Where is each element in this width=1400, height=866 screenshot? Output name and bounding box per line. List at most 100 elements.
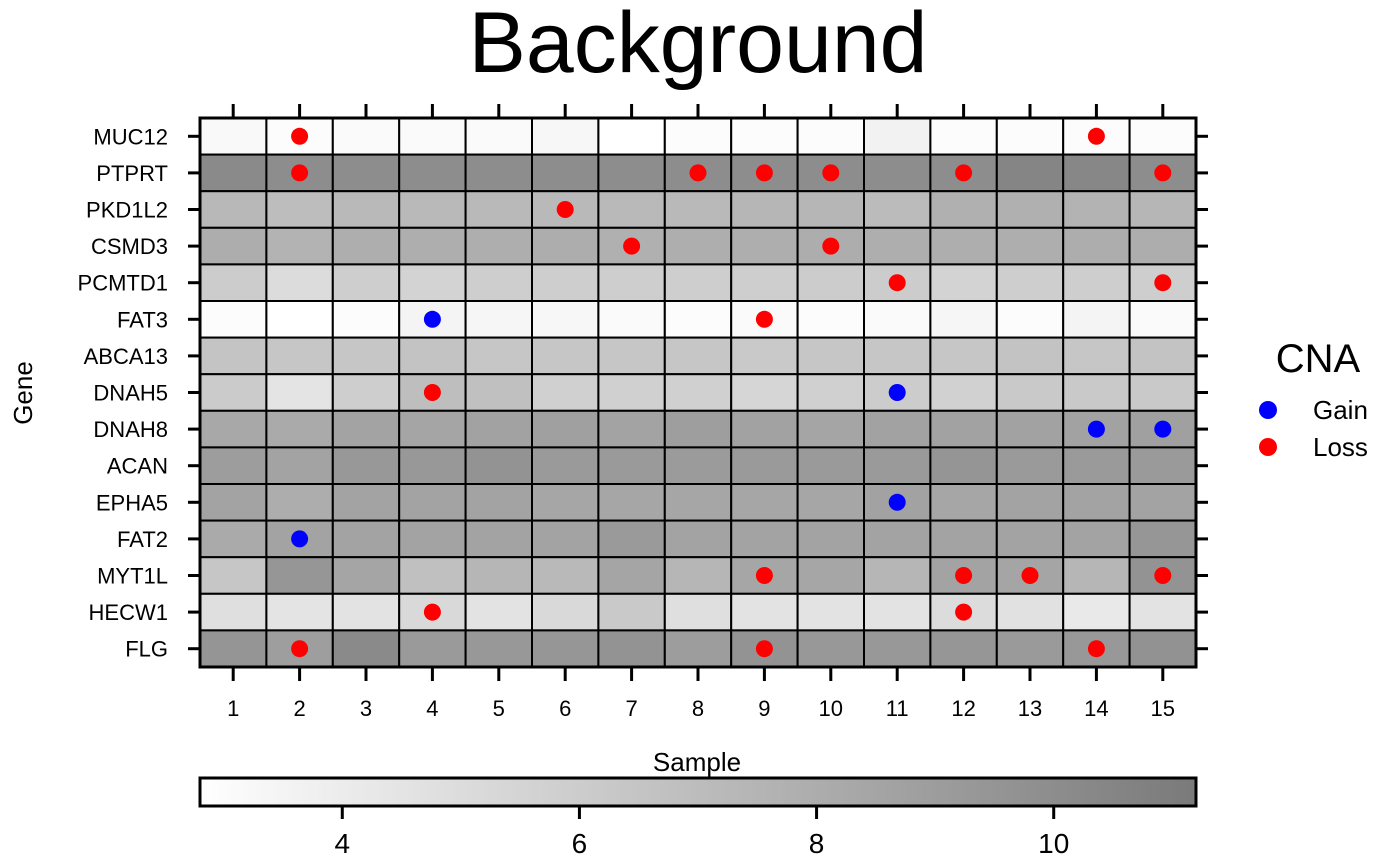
heatmap-cell [796, 483, 865, 522]
legend-title: CNA [1276, 337, 1361, 381]
heatmap-cell [464, 226, 534, 266]
colorbar-gradient [198, 776, 1198, 808]
cna-marker-loss [291, 127, 309, 145]
heatmap-cell [863, 446, 932, 485]
heatmap-cell [398, 629, 467, 669]
y-axis-label: Gene [8, 361, 38, 425]
heatmap-cell [995, 373, 1065, 412]
heatmap-cell [464, 117, 534, 156]
cna-marker-loss [1154, 164, 1172, 182]
heatmap-cell [796, 556, 865, 595]
heatmap-cell [597, 336, 666, 376]
x-tick-label: 15 [1151, 696, 1175, 721]
heatmap-cell [531, 373, 600, 412]
y-tick-label: CSMD3 [91, 234, 168, 259]
heatmap-cell [1062, 556, 1131, 595]
colorbar-ticks: 4 6 8 10 [334, 806, 1069, 859]
heatmap-cell [796, 446, 865, 485]
colorbar: 4 6 8 10 [198, 776, 1198, 859]
legend-loss-marker [1259, 438, 1277, 456]
heatmap-cell [995, 336, 1065, 376]
x-tick-label: 11 [886, 696, 909, 721]
heatmap-cell [1062, 190, 1131, 229]
heatmap-cell [663, 556, 733, 595]
heatmap-cell [796, 190, 865, 229]
heatmap-cell [531, 629, 600, 669]
y-tick-label: MUC12 [93, 124, 168, 149]
heatmap-cell [1062, 373, 1131, 412]
heatmap-cell [863, 336, 932, 376]
heatmap-cell [1128, 226, 1197, 266]
heatmap-cell [531, 556, 600, 595]
heatmap-cell [531, 519, 600, 559]
heatmap-cell [464, 336, 534, 376]
heatmap-cell [1128, 446, 1197, 485]
heatmap-cell [929, 263, 998, 302]
heatmap-cell [1128, 519, 1197, 559]
x-tick-label: 14 [1084, 696, 1108, 721]
heatmap-cell [531, 409, 600, 449]
heatmap-cell [730, 117, 799, 156]
y-tick-label: PTPRT [96, 161, 168, 186]
legend-gain-label: Gain [1313, 395, 1368, 425]
cna-marker-loss [556, 201, 574, 218]
axis-ticks [188, 104, 1208, 681]
heatmap-cell [199, 373, 268, 412]
cna-marker-gain [291, 530, 309, 548]
heatmap-cell [995, 190, 1065, 229]
heatmap-cell [531, 446, 600, 485]
y-tick-label: FAT3 [117, 307, 168, 332]
heatmap-cell [1062, 300, 1131, 339]
x-tick-label: 9 [758, 696, 770, 721]
heatmap-cell [531, 117, 600, 156]
y-tick-label: HECW1 [89, 600, 168, 625]
heatmap-cell [531, 336, 600, 376]
y-tick-label: ABCA13 [84, 344, 168, 369]
heatmap-cell [531, 153, 600, 193]
heatmap-cell [1128, 117, 1197, 156]
cna-marker-loss [955, 603, 973, 621]
x-tick-label: 1 [227, 696, 239, 721]
heatmap-cell [597, 519, 666, 559]
cna-marker-loss [888, 274, 906, 292]
heatmap-cell [265, 556, 334, 595]
cna-marker-loss [1154, 567, 1172, 584]
y-tick-label: FLG [125, 637, 168, 662]
heatmap-cell [331, 446, 401, 485]
heatmap-cell [1062, 592, 1131, 632]
heatmap-cell [1128, 153, 1197, 193]
heatmap-cell [730, 373, 799, 412]
heatmap-cell [265, 226, 334, 266]
heatmap-cell [663, 190, 733, 229]
heatmap-cell [663, 519, 733, 559]
heatmap-cell [796, 373, 865, 412]
heatmap-cell [1128, 373, 1197, 412]
heatmap-cell [331, 226, 401, 266]
heatmap-cell [597, 300, 666, 339]
legend-loss-label: Loss [1313, 432, 1368, 462]
heatmap-cell [331, 409, 401, 449]
heatmap-cell [398, 263, 467, 302]
heatmap-cell [796, 300, 865, 339]
heatmap-cell [796, 263, 865, 302]
heatmap-cell [995, 153, 1065, 193]
heatmap-cell [331, 519, 401, 559]
heatmap-cell [464, 446, 534, 485]
heatmap-cell [199, 117, 268, 156]
heatmap-cell [995, 629, 1065, 669]
heatmap-cell [663, 446, 733, 485]
cna-marker-loss [423, 384, 441, 401]
cna-marker-loss [423, 603, 441, 621]
heatmap-cell [331, 556, 401, 595]
heatmap-cell [597, 263, 666, 302]
heatmap-cell [863, 300, 932, 339]
heatmap-cell [464, 592, 534, 632]
heatmap-cell [199, 153, 268, 193]
heatmap-cell [265, 373, 334, 412]
heatmap-cell [730, 409, 799, 449]
heatmap-cell [730, 446, 799, 485]
heatmap-cell [863, 226, 932, 266]
heatmap-cell [796, 117, 865, 156]
heatmap-cell [265, 446, 334, 485]
